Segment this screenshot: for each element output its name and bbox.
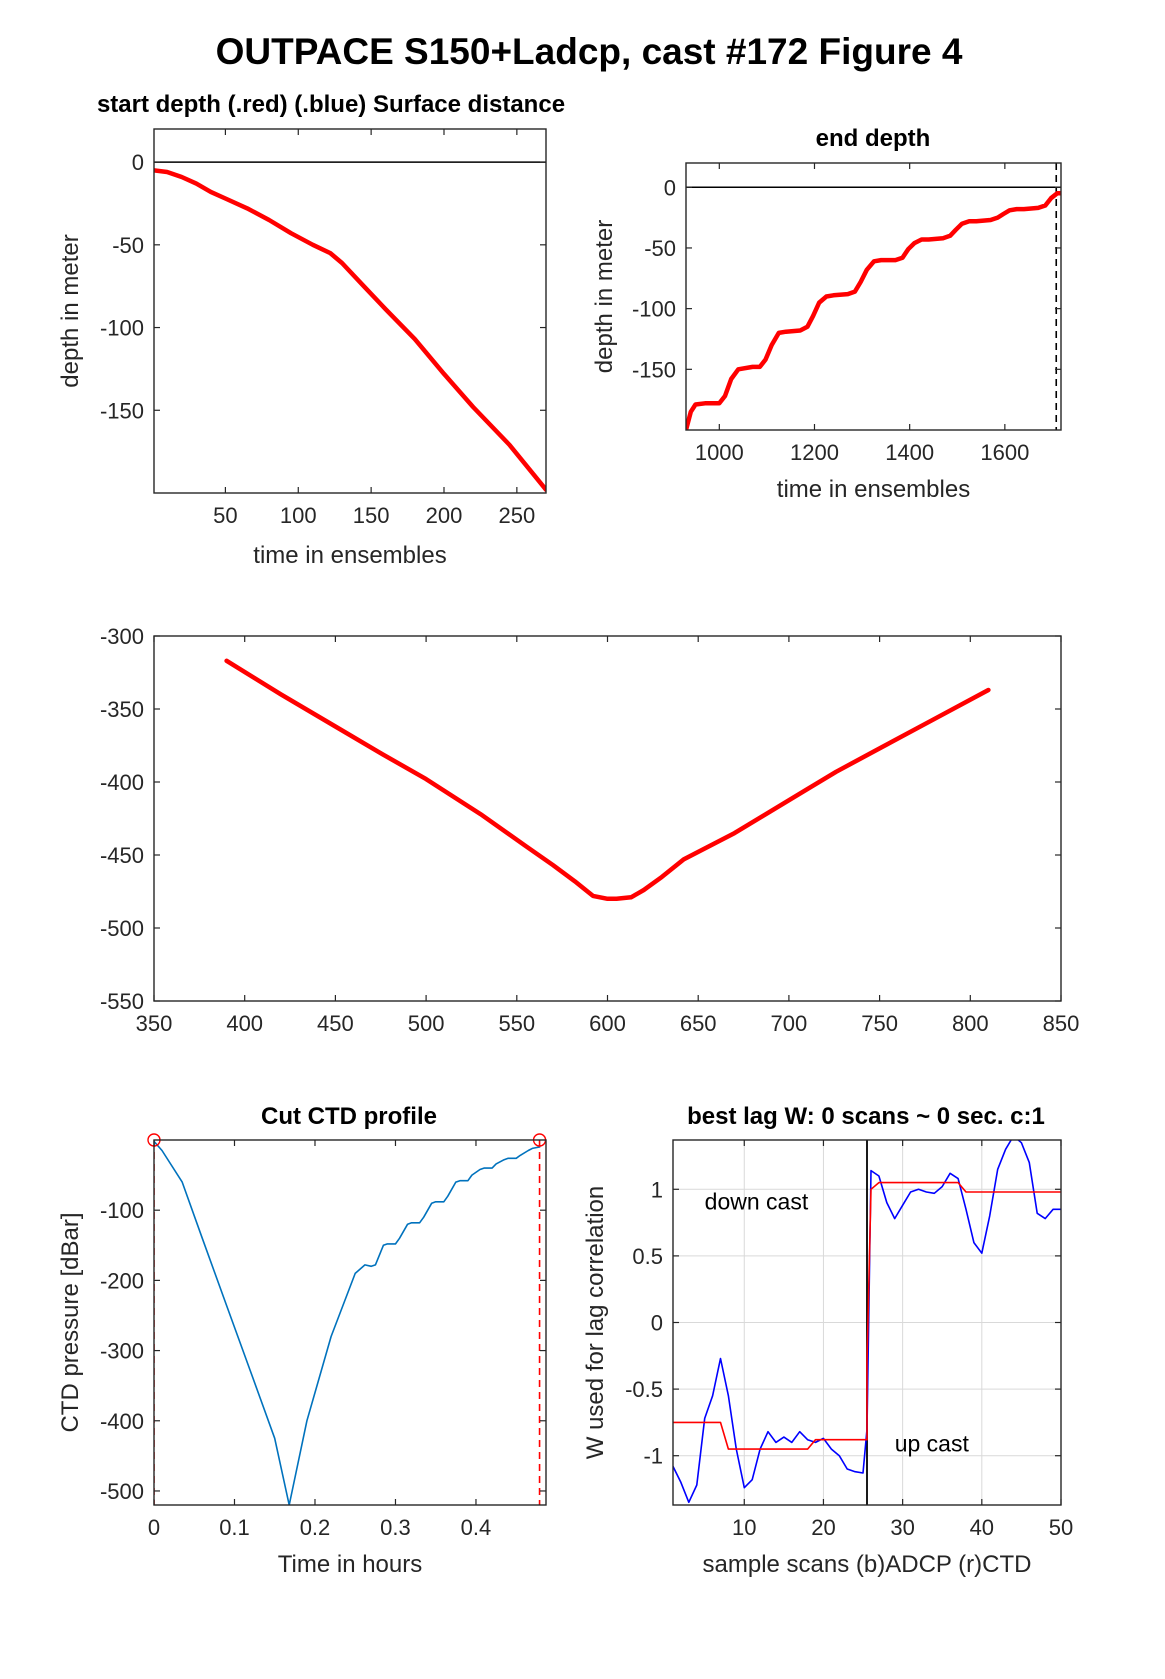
x-tick-label: 0.2 [300,1515,331,1540]
y-tick-label: -500 [100,916,144,941]
x-tick-label: 40 [970,1515,994,1540]
x-tick-label: 500 [408,1011,445,1036]
plot-content [224,658,991,902]
x-tick-label: 450 [317,1011,354,1036]
plot-title: best lag W: 0 scans ~ 0 sec. c:1 [687,1103,1045,1130]
x-axis-label: sample scans (b)ADCP (r)CTD [703,1551,1032,1578]
x-tick-label: 700 [771,1011,808,1036]
x-tick-label: 1200 [790,440,839,465]
plot-content [686,163,1061,430]
x-tick-label: 0.4 [461,1515,492,1540]
y-tick-label: -400 [100,770,144,795]
y-tick-label: -100 [100,1198,144,1223]
y-tick-label: -500 [100,1479,144,1504]
best-lag-plot: 10 20 30 40 50 1 0.5 0 -0.5 -1 best lag W: 0 scans… [582,1103,1073,1578]
y-axis-label: CTD pressure [dBar] [57,1212,84,1432]
y-tick-label: -300 [100,1339,144,1364]
y-tick-label: -300 [100,624,144,649]
x-tick-label: 0 [148,1515,160,1540]
plot-area [686,163,1061,430]
x-tick-label: 20 [811,1515,835,1540]
axes-frame [685,162,1062,431]
end-depth-plot: 1000 1200 1400 1600 0 -50 -100 -150 end depth tim… [591,125,1062,503]
y-tick-label: -450 [100,843,144,868]
y-tick-label: 0 [651,1311,663,1336]
y-tick-label: -50 [112,233,144,258]
x-tick-label: 400 [226,1011,263,1036]
y-axis-label: depth in meter [591,220,618,373]
cut-ctd-profile-plot: 0 0.1 0.2 0.3 0.4 -100 -200 -300 -400 -500 Cut CTD… [57,1103,547,1578]
x-tick-label: 250 [498,503,535,528]
y-tick-label: 0.5 [632,1244,663,1269]
plot-area [154,636,1061,1001]
y-tick-label: -200 [100,1268,144,1293]
x-tick-label: 50 [1049,1515,1073,1540]
y-axis-label: depth in meter [57,234,84,387]
x-tick-label: 200 [426,503,463,528]
x-tick-label: 50 [213,503,237,528]
plot-title: Cut CTD profile [261,1103,437,1130]
y-tick-label: -150 [632,357,676,382]
x-tick-label: 0.1 [219,1515,250,1540]
figure-title: OUTPACE S150+Ladcp, cast #172 Figure 4 [216,31,963,72]
x-tick-label: 1000 [695,440,744,465]
plot-annotation: up cast [895,1431,970,1457]
y-tick-label: -150 [100,398,144,423]
series-line-0 [154,1140,541,1505]
x-axis-label: time in ensembles [253,542,446,569]
series-line-0 [224,658,991,902]
y-tick-label: 1 [651,1177,663,1202]
y-tick-label: 0 [132,150,144,175]
x-tick-label: 750 [861,1011,898,1036]
series-line-ctd [673,1181,1061,1450]
axes-frame [153,128,547,494]
x-axis-label: Time in hours [278,1551,423,1578]
x-tick-label: 550 [498,1011,535,1036]
x-tick-label: 850 [1043,1011,1080,1036]
y-tick-label: -550 [100,989,144,1014]
plot-annotation: down cast [705,1188,809,1214]
plot-content [673,1140,1061,1505]
plot-title: start depth (.red) (.blue) Surface dista… [97,91,565,118]
plot-content [154,161,546,492]
y-axis-label: W used for lag correlation [582,1186,609,1459]
y-tick-label: -400 [100,1409,144,1434]
y-tick-label: -50 [644,236,676,261]
y-tick-label: -100 [100,316,144,341]
plot-area [154,129,546,493]
y-tick-label: -1 [643,1444,663,1469]
y-tick-label: -350 [100,697,144,722]
x-tick-label: 150 [353,503,390,528]
x-tick-label: 650 [680,1011,717,1036]
y-tick-label: -100 [632,297,676,322]
series-line-0 [154,168,546,492]
y-tick-label: -0.5 [625,1377,663,1402]
x-axis-label: time in ensembles [777,476,970,503]
x-tick-label: 100 [280,503,317,528]
x-tick-label: 600 [589,1011,626,1036]
plot-area [154,1140,546,1505]
x-tick-label: 800 [952,1011,989,1036]
middle-depth-plot: 350 400 450 500 550 600 650 700 750 800 850 -300 -35… [100,624,1079,1036]
x-tick-label: 1600 [980,440,1029,465]
plot-content [154,1140,541,1505]
y-tick-label: 0 [664,175,676,200]
axes-frame [153,1139,547,1506]
start-depth-plot: 50 100 150 200 250 0 -50 -100 -150 start depth (.… [57,91,565,569]
x-tick-label: 30 [890,1515,914,1540]
x-tick-label: 350 [136,1011,173,1036]
x-tick-label: 10 [732,1515,756,1540]
x-tick-label: 0.3 [380,1515,411,1540]
plot-title: end depth [816,125,931,152]
x-tick-label: 1400 [885,440,934,465]
series-line-0 [686,191,1061,430]
